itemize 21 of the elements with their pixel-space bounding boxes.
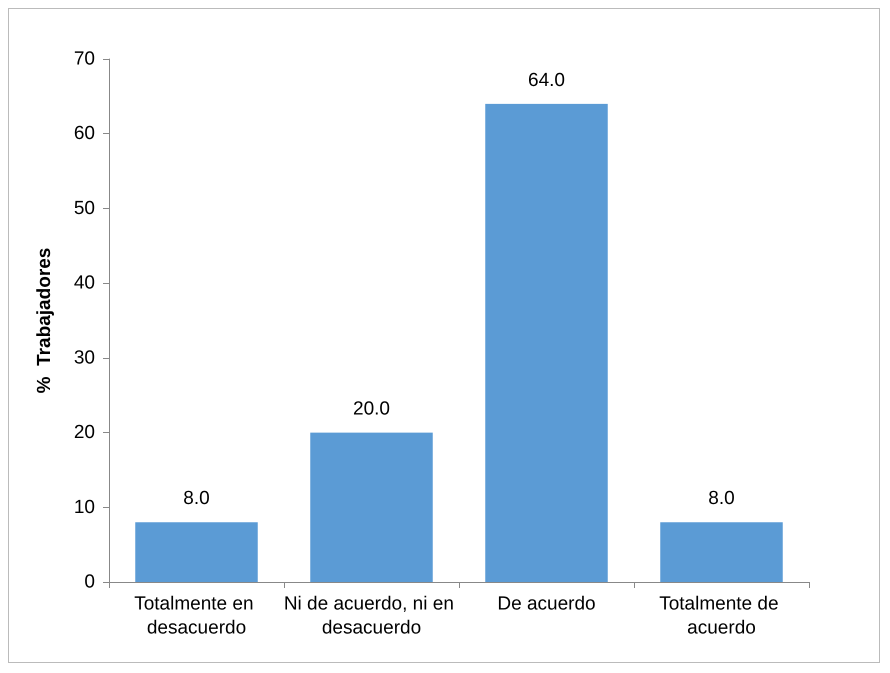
y-tick-label: 0: [84, 572, 95, 592]
x-tick-label: Ni de acuerdo, ni en desacuerdo: [284, 594, 460, 638]
y-axis-title: % Trabajadores: [34, 248, 55, 394]
y-tick-label: 20: [74, 422, 95, 444]
bar: [660, 522, 783, 582]
y-tick-label: 60: [74, 123, 95, 144]
data-label: 64.0: [528, 70, 565, 91]
bar: [310, 432, 433, 582]
y-tick-label: 70: [74, 48, 95, 70]
bar: [485, 104, 608, 582]
y-tick-label: 10: [74, 496, 95, 518]
x-tick-label: Totalmente en desacuerdo: [134, 594, 259, 638]
y-tick-label: 30: [74, 347, 95, 368]
x-tick-label: De acuerdo: [497, 594, 596, 614]
data-label: 8.0: [183, 488, 210, 510]
x-tick-label: Totalmente de acuerdo: [659, 594, 784, 638]
bar: [135, 522, 258, 582]
y-tick-label: 50: [74, 198, 95, 219]
data-label: 8.0: [708, 488, 735, 510]
data-label: 20.0: [353, 398, 390, 420]
y-tick-label: 40: [74, 272, 95, 294]
